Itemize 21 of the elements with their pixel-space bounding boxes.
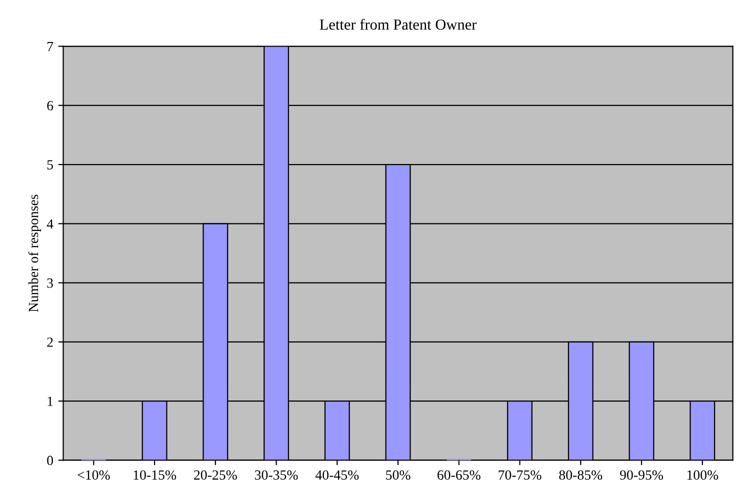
y-tick-label: 6 (47, 101, 54, 110)
x-tick-label: 80-85% (559, 470, 602, 480)
x-tick-label: 70-75% (498, 470, 542, 480)
x-tick-label: 40-45% (315, 470, 359, 480)
y-tick-label: 3 (47, 278, 53, 288)
x-tick-label: 10-15% (134, 470, 176, 480)
y-tick-label: 1 (48, 396, 53, 406)
x-tick-label: 50% (386, 470, 410, 480)
y-tick-label: 7 (47, 42, 54, 52)
x-tick-label: <10% (78, 470, 110, 480)
x-tick-label: 30-35% (254, 470, 298, 480)
chart-title: Letter from Patent Owner (320, 18, 477, 30)
x-tick-label: 20-25% (194, 470, 237, 480)
y-axis-title: Number of responses (28, 194, 42, 312)
y-tick-label: 4 (46, 219, 54, 228)
x-tick-label: 100% (687, 470, 718, 480)
y-tick-label: 2 (47, 338, 53, 347)
x-tick-label: 60-65% (438, 470, 480, 480)
y-tick-label: 5 (47, 160, 53, 170)
x-tick-label: 90-95% (620, 470, 664, 480)
y-tick-label: 0 (47, 456, 53, 466)
